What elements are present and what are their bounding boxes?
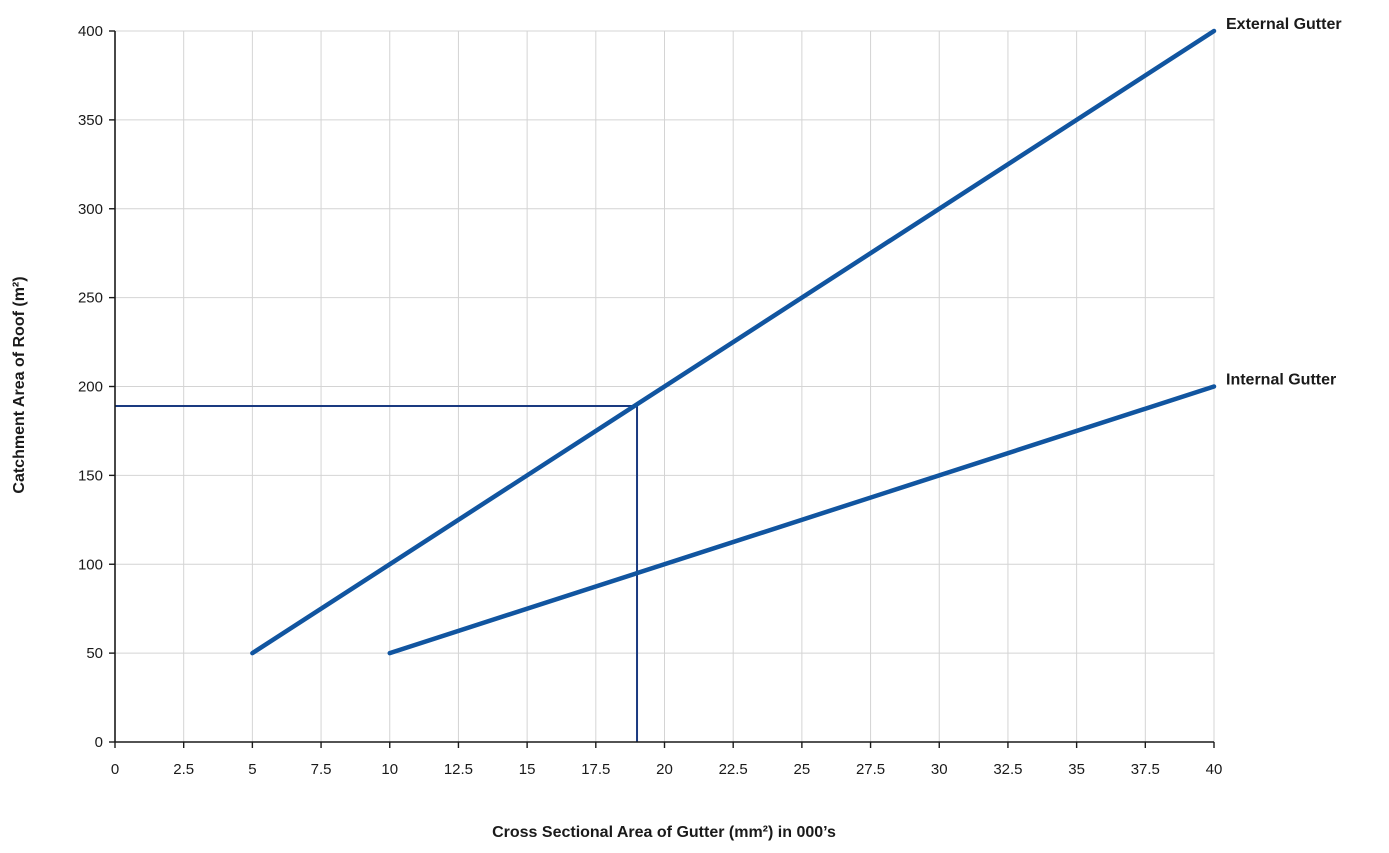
y-tick-label: 0 bbox=[95, 734, 103, 751]
x-tick-label: 20 bbox=[656, 761, 673, 778]
series-line-internal-gutter bbox=[387, 384, 1217, 656]
x-tick-label: 17.5 bbox=[581, 761, 610, 778]
y-tick-label: 50 bbox=[86, 645, 103, 662]
tick-labels: 0 2.5 5 7.5 10 12.5 15 17.5 20 22.5 25 27.5 30 32.5 35… bbox=[78, 23, 1222, 778]
y-axis-title: Catchment Area of Roof (m²) bbox=[11, 276, 28, 493]
x-tick-label: 12.5 bbox=[444, 761, 473, 778]
series-label-external-gutter: External Gutter bbox=[1226, 16, 1342, 33]
x-tick-label: 30 bbox=[931, 761, 948, 778]
x-tick-label: 27.5 bbox=[856, 761, 885, 778]
x-tick-label: 15 bbox=[519, 761, 536, 778]
y-tick-label: 300 bbox=[78, 201, 103, 218]
series-label-internal-gutter: Internal Gutter bbox=[1226, 372, 1336, 389]
y-tick-label: 200 bbox=[78, 379, 103, 396]
series-labels: External Gutter Internal Gutter bbox=[1226, 16, 1342, 389]
x-tick-label: 0 bbox=[111, 761, 119, 778]
x-tick-label: 2.5 bbox=[173, 761, 194, 778]
x-axis-title: Cross Sectional Area of Gutter (mm²) in … bbox=[492, 824, 836, 841]
x-tick-label: 40 bbox=[1206, 761, 1223, 778]
y-tick-label: 350 bbox=[78, 112, 103, 129]
y-tick-label: 150 bbox=[78, 467, 103, 484]
x-tick-label: 32.5 bbox=[993, 761, 1022, 778]
x-tick-label: 10 bbox=[381, 761, 398, 778]
x-tick-label: 35 bbox=[1068, 761, 1085, 778]
x-tick-label: 37.5 bbox=[1131, 761, 1160, 778]
axes bbox=[109, 30, 1215, 748]
series-line-external-gutter bbox=[250, 28, 1217, 656]
y-tick-label: 400 bbox=[78, 23, 103, 40]
series-group bbox=[250, 28, 1217, 656]
x-tick-label: 22.5 bbox=[719, 761, 748, 778]
x-tick-label: 5 bbox=[248, 761, 256, 778]
x-tick-label: 7.5 bbox=[311, 761, 332, 778]
y-tick-label: 100 bbox=[78, 556, 103, 573]
x-tick-label: 25 bbox=[794, 761, 811, 778]
y-tick-label: 250 bbox=[78, 290, 103, 307]
